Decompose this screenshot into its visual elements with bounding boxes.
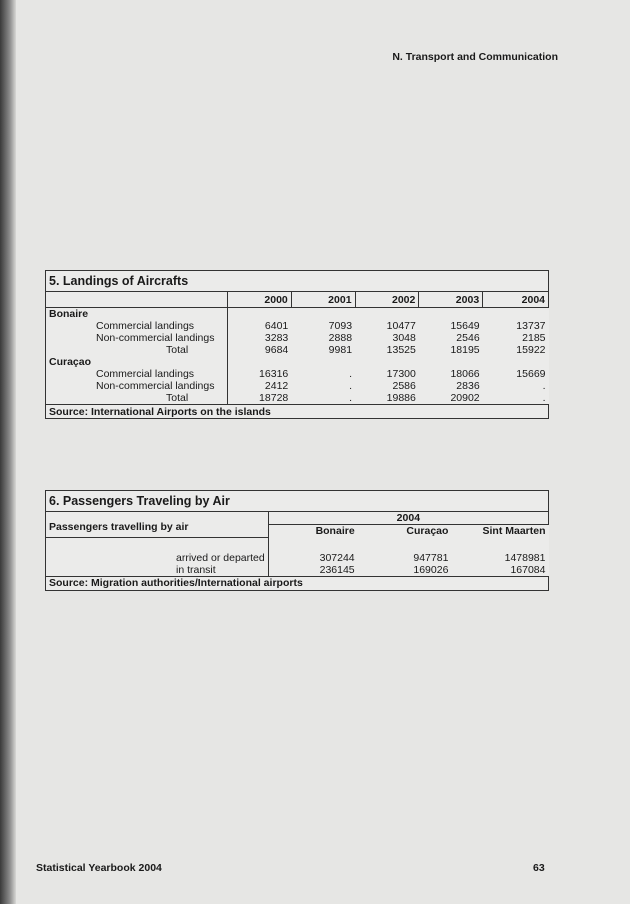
row-label: arrived or departed [45, 551, 269, 564]
table-row: Commercial landings 6401 7093 10477 15649 137… [45, 320, 549, 332]
table-row: Non-commercial landings 3283 2888 3048 2546 2… [45, 332, 549, 344]
year-header: 2002 [354, 291, 420, 308]
cell: 10477 [386, 320, 416, 332]
year-header: 2004 [267, 511, 550, 525]
cell: 18066 [450, 368, 480, 380]
table-title: 5. Landings of Aircrafts [45, 270, 549, 292]
table-row: Total 9684 9981 13525 18195 15922 [45, 344, 549, 356]
cell: 15922 [516, 344, 546, 356]
cell: 167084 [510, 563, 546, 576]
island-header: Sint Maarten [482, 525, 546, 537]
cell: 2412 [264, 380, 289, 392]
cell: 2888 [328, 332, 353, 344]
cell: 9684 [264, 344, 289, 356]
cell: 169026 [413, 563, 449, 576]
cell: 2185 [522, 332, 546, 344]
cell: . [349, 380, 353, 392]
cell: 947781 [413, 551, 449, 564]
cell: 18195 [450, 344, 480, 356]
row-label: Non-commercial landings [45, 332, 228, 344]
cell: 3283 [264, 332, 289, 344]
table-title: 6. Passengers Traveling by Air [45, 490, 549, 512]
year-header: 2004 [482, 291, 549, 308]
cell: 15669 [516, 368, 546, 380]
year-header: 2000 [226, 291, 292, 308]
landings-of-aircrafts-table: 5. Landings of Aircrafts 2000 2001 2002 … [45, 270, 549, 419]
table-source: Source: International Airports on the is… [45, 404, 549, 419]
row-label: Total [45, 392, 228, 405]
cell: 18728 [259, 392, 289, 404]
cell: 236145 [319, 563, 355, 576]
table-row: arrived or departed 307244 947781 147898… [45, 551, 549, 564]
table-row: in transit 236145 169026 167084 [45, 563, 549, 576]
cell: . [349, 368, 353, 380]
cell: . [542, 380, 546, 392]
cell: 6401 [264, 320, 289, 332]
cell: 7093 [328, 320, 353, 332]
cell: 19886 [386, 392, 416, 404]
cell: 16316 [259, 368, 289, 380]
row-header: Passengers travelling by air [45, 511, 269, 538]
year-header: 2003 [418, 291, 484, 308]
page-number: 63 [533, 862, 545, 874]
cell: 2836 [456, 380, 480, 392]
cell: . [349, 392, 353, 404]
header-blank [45, 291, 228, 308]
table-row: Non-commercial landings 2412. 2586 2836. [45, 380, 549, 392]
cell: 20902 [450, 392, 480, 404]
cell: 307244 [319, 551, 355, 564]
page-binding-edge [0, 0, 16, 904]
chapter-header: N. Transport and Communication [392, 51, 558, 63]
year-header: 2001 [290, 291, 356, 308]
island-header: Bonaire [315, 525, 355, 537]
row-label: Commercial landings [45, 320, 228, 332]
row-label: Commercial landings [45, 368, 228, 380]
footer-title: Statistical Yearbook 2004 [36, 862, 162, 874]
cell: 13525 [386, 344, 416, 356]
cell: 2586 [392, 380, 416, 392]
row-label: in transit [45, 563, 269, 576]
row-label: Non-commercial landings [45, 380, 228, 392]
cell: 1478981 [504, 551, 546, 564]
table-row: Total 18728. 19886 20902. [45, 392, 549, 405]
cell: 3048 [392, 332, 416, 344]
table-row: Commercial landings 16316. 17300 18066 15669 [45, 368, 549, 380]
cell: . [542, 392, 546, 404]
row-label: Total [45, 344, 228, 356]
cell: 2546 [456, 332, 480, 344]
cell: 13737 [516, 320, 546, 332]
island-header: Curaçao [406, 525, 449, 537]
passengers-by-air-table: 6. Passengers Traveling by Air Passenger… [45, 490, 550, 591]
cell: 17300 [386, 368, 416, 380]
group-label: Bonaire [45, 307, 228, 320]
table-source: Source: Migration authorities/Internatio… [45, 575, 549, 591]
group-label: Curaçao [45, 356, 228, 368]
cell: 9981 [328, 344, 353, 356]
cell: 15649 [450, 320, 480, 332]
